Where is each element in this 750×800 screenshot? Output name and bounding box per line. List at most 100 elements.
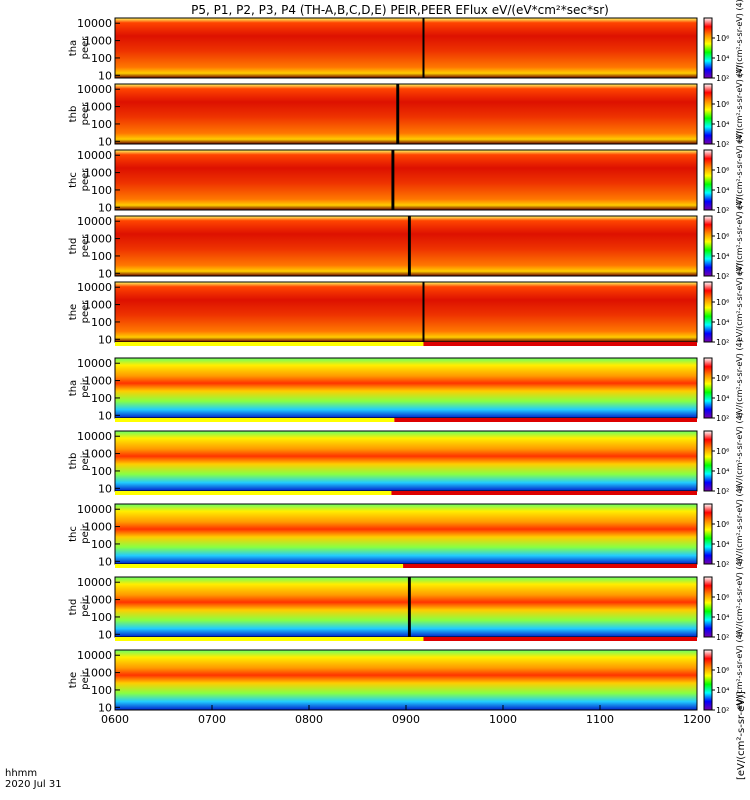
colorbar-tick-label: 10² [716,338,729,347]
spectrogram-tha-peer [115,18,697,78]
colorbar-tick-label: 10⁴ [716,613,729,622]
status-bar-segment [423,637,697,641]
y-tick-label: 100 [91,184,112,197]
y-tick-label: 1000 [84,299,112,312]
data-gap-marker [407,216,411,276]
colorbar-label: eV/(cm²-s-sr-eV) (4) [735,263,744,342]
status-bar-segment [115,564,404,568]
x-axis-label-hhmm: hhmm [5,768,37,779]
panel-the-peer: 10000 1000 100 10 the peer 10⁶ 10⁴ 10² eV/(cm²-s-… [68,263,744,347]
colorbar-tick-label: 10⁴ [716,186,729,195]
panel-frame [114,215,698,277]
y-tick-label: 10 [98,482,112,495]
y-tick-label: 100 [91,392,112,405]
y-tick-label: 100 [91,538,112,551]
colorbar-tick-label: 10⁶ [716,593,729,602]
spectrogram-thc-peer [115,150,697,210]
panel-label: peir [80,669,91,689]
status-bar-segment [115,342,424,346]
y-tick-label: 1000 [84,448,112,461]
y-tick-label: 10000 [77,430,112,443]
panel-label: peer [80,234,91,258]
y-tick-label: 1000 [84,375,112,388]
data-gap-marker [422,18,425,78]
spectrogram-thd-peer [115,216,697,276]
panel-label: thd [68,599,79,616]
colorbar-label: eV/(cm²-s-sr-eV) (4) [735,0,744,78]
colorbar [703,576,713,638]
panel-tha-peer: 10000 1000 100 10 tha peer 10⁶ 10⁴ 10² eV/(cm²-s-… [68,0,744,83]
y-tick-label: 10 [98,69,112,82]
status-bar-segment [403,564,697,568]
panel-label: peir [80,596,91,616]
spectrogram-thb-peer [115,84,697,144]
colorbar-tick-label: 10⁶ [716,166,729,175]
colorbar-label: eV/(cm²-s-sr-eV) (4) [735,412,744,491]
colorbar [703,281,713,343]
colorbar-tick-label: 10⁶ [716,34,729,43]
status-bar-segment [115,491,392,495]
panel-label: peer [80,300,91,324]
colorbar-tick-label: 10⁴ [716,540,729,549]
colorbar-tick-label: 10⁶ [716,100,729,109]
x-tick-label: 0900 [392,713,420,726]
panel-label: peir [80,450,91,470]
spectrogram-thd-peir [115,577,697,637]
colorbar-tick-label: 10⁶ [716,666,729,675]
colorbar [703,215,713,277]
colorbar-tick-label: 10² [716,414,729,423]
y-tick-label: 10000 [77,576,112,589]
colorbar-label: eV/(cm²-s-sr-eV) (4) [735,65,744,144]
status-bar-segment [394,418,697,422]
colorbar-tick-label: 10⁴ [716,467,729,476]
y-tick-label: 10 [98,409,112,422]
y-tick-label: 10 [98,201,112,214]
panel-thd-peer: 10000 1000 100 10 thd peer 10⁶ 10⁴ 10² eV/(cm²-s-… [68,197,744,281]
y-tick-label: 10 [98,267,112,280]
y-tick-label: 10000 [77,149,112,162]
x-axis: 0600 0700 0800 0900 1000 1100 1200 [101,705,711,726]
colorbar-tick-label: 10⁶ [716,520,729,529]
y-tick-label: 100 [91,250,112,263]
panel-thb-peer: 10000 1000 100 10 thb peer 10⁶ 10⁴ 10² eV/(cm²-s-… [68,65,744,149]
status-bar-segment [115,418,395,422]
panel-frame [114,83,698,145]
panel-label: peir [80,377,91,397]
panel-frame [114,149,698,211]
spectrogram-tha-peir [115,358,697,418]
data-gap-marker [407,577,411,637]
y-tick-label: 100 [91,611,112,624]
colorbar-units-label: [eV/(cm²-s-sr-eV)] [736,691,747,780]
y-tick-label: 10000 [77,83,112,96]
data-gap-marker [391,150,395,210]
panel-label: tha [68,380,79,396]
colorbar-tick-label: 10⁴ [716,252,729,261]
panel-label: peer [80,168,91,192]
colorbar-label: eV/(cm²-s-sr-eV) (4) [735,197,744,276]
colorbar-label: eV/(cm²-s-sr-eV) (4) [735,631,744,710]
colorbar-tick-label: 10⁴ [716,54,729,63]
y-tick-label: 100 [91,52,112,65]
panel-label: thb [68,453,79,470]
panel-stack: 10000 1000 100 10 tha peer 10⁶ 10⁴ 10² eV/(cm²-s-… [68,0,744,715]
panel-label: thb [68,106,79,123]
y-tick-label: 1000 [84,101,112,114]
panel-tha-peir: 10000 1000 100 10 tha peir 10⁶ 10⁴ 10² eV/(cm²-s-… [68,339,744,423]
y-tick-label: 10 [98,555,112,568]
y-tick-label: 100 [91,465,112,478]
colorbar-tick-label: 10² [716,272,729,281]
colorbar [703,357,713,419]
colorbar-tick-label: 10⁴ [716,120,729,129]
y-tick-label: 10000 [77,503,112,516]
panel-label: the [68,304,79,320]
colorbar-tick-label: 10² [716,633,729,642]
colorbar [703,649,713,711]
x-tick-label: 1000 [489,713,517,726]
colorbar-tick-label: 10⁴ [716,686,729,695]
y-tick-label: 10 [98,135,112,148]
x-tick-label: 1100 [586,713,614,726]
colorbar-tick-label: 10² [716,206,729,215]
y-tick-label: 1000 [84,667,112,680]
y-tick-label: 1000 [84,35,112,48]
y-tick-label: 1000 [84,521,112,534]
